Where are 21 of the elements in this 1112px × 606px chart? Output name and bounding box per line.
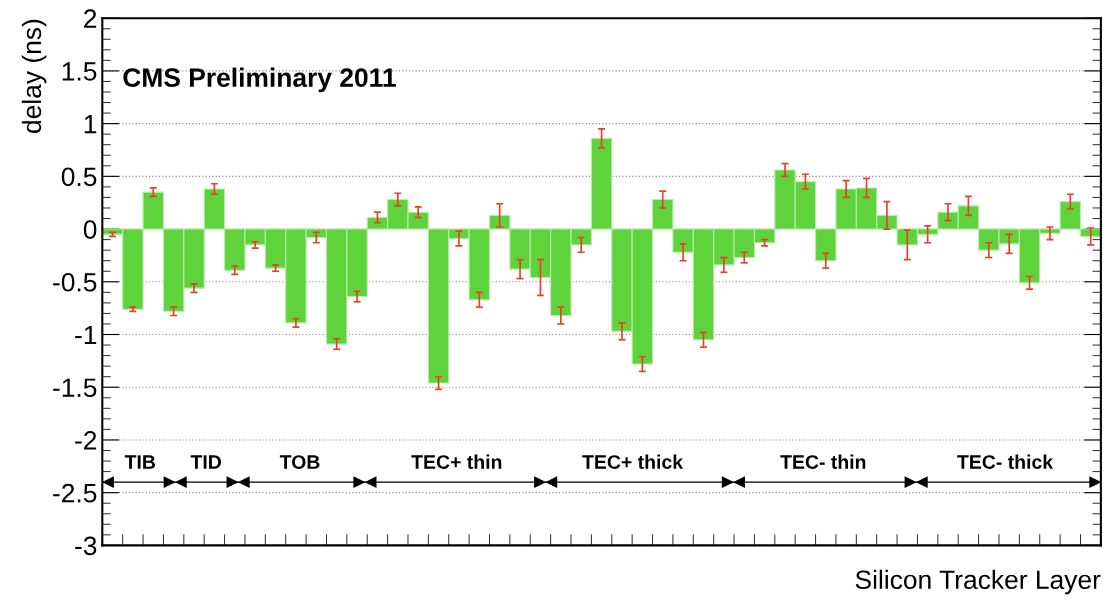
annotation: TOB <box>279 455 320 469</box>
y-tick-label: -2 <box>75 431 97 450</box>
y-tick-label: -0.5 <box>53 272 97 292</box>
y-tick-label: -2.5 <box>53 483 97 503</box>
annotation: TIB <box>124 455 156 469</box>
annotation: TEC+ thick <box>582 454 684 469</box>
y-tick-label: 2 <box>84 9 97 28</box>
y-tick-label: -3 <box>75 536 97 556</box>
annotation: TEC+ thin <box>411 454 502 469</box>
y-tick-label: 0 <box>83 220 97 239</box>
annotation: TID <box>190 455 221 469</box>
y-tick-label: 1.5 <box>62 62 97 81</box>
x-axis-title: Silicon Tracker Layer <box>855 569 1101 595</box>
text: CMS Preliminary 2011 <box>123 67 396 93</box>
y-axis-title: delay (ns) <box>21 19 47 133</box>
y-tick-label: -1.5 <box>53 378 97 398</box>
y-tick-label: -1 <box>75 325 97 345</box>
annotation: TEC- thin <box>780 454 866 469</box>
annotation: TEC- thick <box>957 454 1054 469</box>
y-tick-label: 0.5 <box>61 167 97 187</box>
y-tick-label: 1 <box>84 115 97 134</box>
